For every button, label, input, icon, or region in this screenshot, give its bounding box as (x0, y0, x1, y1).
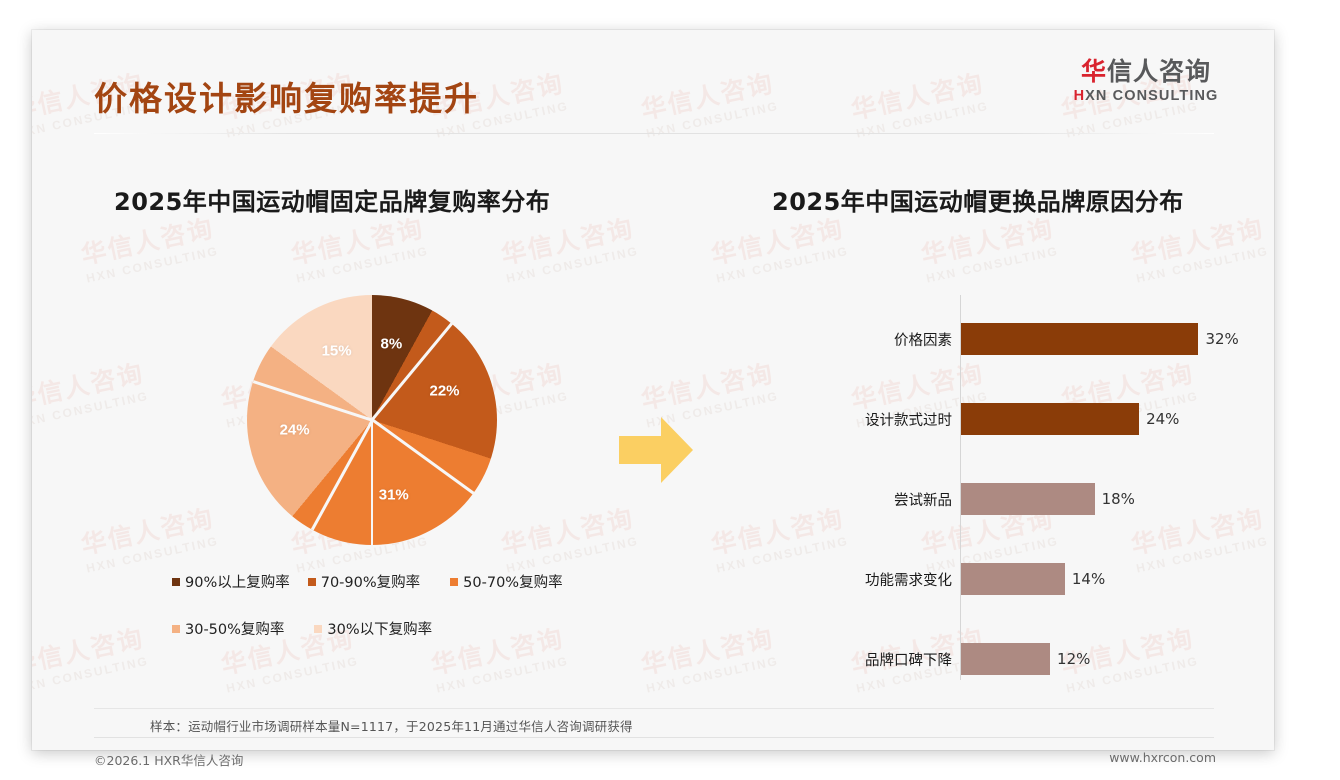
slide-frame: 华信人咨询 HXN CONSULTING 华信人咨询 HXN CONSULTING 华信… (32, 30, 1274, 768)
pie-legend-row: 30-50%复购率 30%以下复购率 (172, 618, 592, 639)
sample-note: 样本：运动帽行业市场调研样本量N=1117，于2025年11月通过华信人咨询调研… (150, 719, 633, 734)
logo-english-text: HXN CONSULTING (1056, 88, 1236, 104)
note-divider (94, 708, 1214, 709)
pie-legend-item[interactable]: 90%以上复购率 (172, 571, 290, 592)
slide-body: 2025年中国运动帽固定品牌复购率分布 2025年中国运动帽更换品牌原因分布 8… (32, 30, 1274, 750)
bar-track: 18% (961, 483, 1252, 515)
logo-en-rest: XN CONSULTING (1085, 87, 1219, 104)
pie-slice-label: 8% (380, 335, 403, 353)
bar-category-label: 功能需求变化 (865, 572, 952, 589)
logo-cn-red: 华 (1080, 57, 1107, 86)
logo-chinese-text: 华信人咨询 (1056, 58, 1236, 86)
legend-label: 90%以上复购率 (185, 575, 290, 591)
bar-fill[interactable] (961, 403, 1140, 435)
pie-legend-item[interactable]: 30-50%复购率 (172, 618, 284, 639)
footer-divider (94, 737, 1214, 738)
left-chart-title: 2025年中国运动帽固定品牌复购率分布 (114, 188, 551, 216)
footer-copyright: ©2026.1 HXR华信人咨询 (94, 753, 244, 768)
bar-track: 24% (961, 403, 1252, 435)
legend-label: 70-90%复购率 (320, 575, 421, 591)
logo-en-red: H (1073, 87, 1086, 104)
bar-value-label: 18% (1101, 490, 1135, 508)
bar-fill[interactable] (961, 643, 1051, 675)
bar-value-label: 24% (1146, 410, 1180, 428)
bar-track: 14% (961, 563, 1252, 595)
legend-color-swatch (307, 577, 316, 586)
bar-fill[interactable] (961, 483, 1095, 515)
bar-fill[interactable] (961, 323, 1199, 355)
bar-track: 12% (961, 643, 1252, 675)
legend-label: 30-50%复购率 (185, 622, 285, 638)
repurchase-rate-pie-chart: 8% 22% 31% 24% 15% (247, 295, 497, 545)
pie-slice-label: 15% (321, 342, 352, 359)
legend-label: 30%以下复购率 (327, 622, 433, 638)
legend-color-swatch (450, 577, 459, 586)
pie-slice-label: 22% (429, 382, 460, 400)
bar-chart-row: 品牌口碑下降 12% (822, 643, 1252, 675)
bar-category-label: 设计款式过时 (865, 412, 952, 429)
footer-website: www.hxrcon.com (1109, 750, 1216, 765)
pie-legend-item[interactable]: 30%以下复购率 (314, 618, 432, 639)
bar-chart-axis (960, 295, 961, 680)
header-divider (94, 133, 1214, 134)
bar-chart-row: 尝试新品 18% (822, 483, 1252, 515)
bar-value-label: 14% (1071, 570, 1106, 588)
slide-header: 价格设计影响复购率提升 华信人咨询 HXN CONSULTING (32, 30, 1274, 134)
bar-value-label: 12% (1057, 650, 1091, 668)
pie-slice-separator (370, 420, 374, 545)
pie-legend-row: 90%以上复购率 70-90%复购率 50-70%复购率 (172, 571, 592, 592)
bar-category-label: 价格因素 (894, 332, 952, 349)
bar-track: 32% (961, 323, 1252, 355)
pie-legend-item[interactable]: 70-90%复购率 (307, 571, 421, 592)
bar-chart-row: 设计款式过时 24% (822, 403, 1252, 435)
legend-color-swatch (172, 624, 180, 633)
pie-slice-label: 24% (279, 421, 310, 439)
bar-chart-row: 价格因素 32% (822, 323, 1252, 355)
pie-legend-item[interactable]: 50-70%复购率 (450, 571, 563, 592)
bar-fill[interactable] (961, 563, 1065, 595)
legend-label: 50-70%复购率 (463, 575, 563, 591)
page-title: 价格设计影响复购率提升 (94, 79, 479, 118)
logo-cn-gray: 信人咨询 (1107, 57, 1212, 86)
bar-value-label: 32% (1205, 330, 1239, 348)
right-chart-title: 2025年中国运动帽更换品牌原因分布 (772, 188, 1184, 216)
company-logo: 华信人咨询 HXN CONSULTING (1056, 58, 1236, 104)
switch-reason-bar-chart: 价格因素 32% 设计款式过时 24% 尝试新品 18% 功能需求变化 14% 品牌口碑下降 12… (822, 295, 1252, 680)
bar-chart-row: 功能需求变化 14% (822, 563, 1252, 595)
legend-color-swatch (172, 577, 180, 586)
pie-legend: 90%以上复购率 70-90%复购率 50-70%复购率 30-50%复购率 30%以下… (172, 571, 592, 665)
bar-category-label: 品牌口碑下降 (865, 652, 952, 669)
right-arrow-icon (617, 413, 695, 487)
legend-color-swatch (314, 624, 323, 633)
pie-slice-label: 31% (378, 486, 409, 504)
bar-category-label: 尝试新品 (894, 492, 952, 509)
